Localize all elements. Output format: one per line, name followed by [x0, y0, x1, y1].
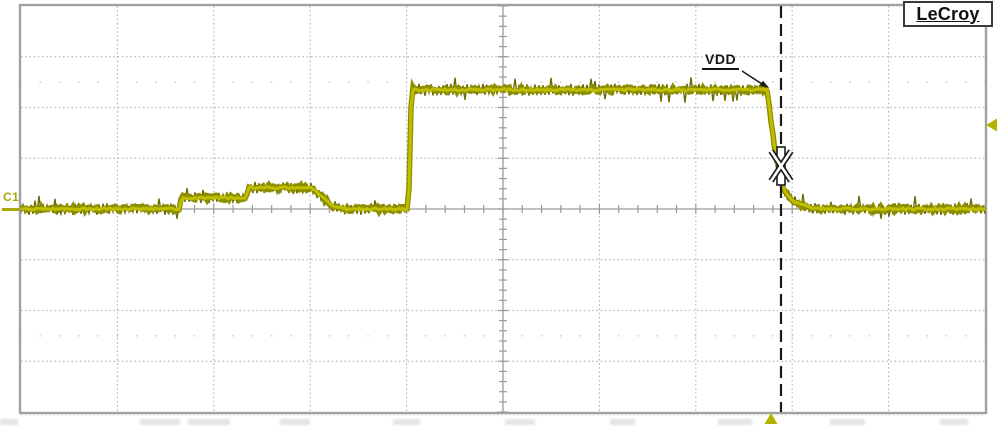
- lecroy-logo: LeCroy: [903, 1, 993, 27]
- waveform-trace-c1: [19, 77, 987, 219]
- trigger-time-marker-icon[interactable]: [764, 413, 778, 424]
- grid-minor-dot-rows: [20, 81, 986, 337]
- vdd-pointer-line: [741, 70, 769, 88]
- bottom-edge-artifacts: [0, 419, 968, 425]
- trigger-level-marker-icon[interactable]: [986, 118, 997, 132]
- grid-border-frame: [18, 3, 988, 416]
- channel-c1-zero-level-marker[interactable]: [2, 208, 19, 211]
- vdd-annotation-label: VDD: [702, 51, 740, 70]
- cursor-crossing-marker[interactable]: [768, 146, 794, 186]
- channel-c1-label: C1: [3, 190, 20, 204]
